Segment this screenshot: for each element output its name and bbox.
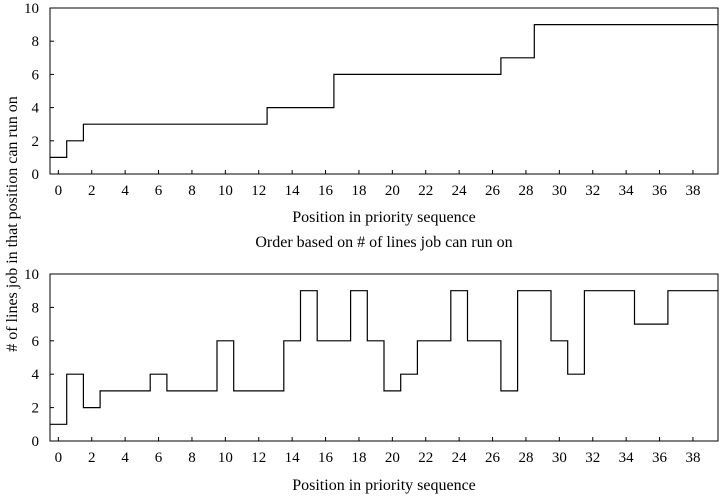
y-axis-label: # of lines job in that position can run … (4, 96, 21, 352)
x-tick-label: 38 (685, 450, 700, 466)
y-tick-label: 0 (32, 167, 40, 183)
y-tick-label: 8 (32, 300, 40, 316)
x-tick-label: 22 (418, 450, 433, 466)
x-tick-label: 14 (285, 183, 301, 199)
y-tick-label: 8 (32, 34, 40, 50)
x-tick-label: 18 (351, 183, 366, 199)
bottom-chart-title: Order based on # of lines job can run on (255, 234, 512, 251)
x-tick-label: 8 (188, 183, 196, 199)
x-tick-label: 24 (452, 450, 468, 466)
x-tick-label: 18 (351, 450, 366, 466)
top-step-series (50, 24, 718, 158)
x-tick-label: 2 (88, 183, 96, 199)
x-tick-label: 32 (585, 450, 600, 466)
top-chart-panel: 0 2 4 6 8 10 12 14 16 18 20 22 24 26 28 30 32 34 36 3802468… (24, 1, 719, 226)
plot-frame (49, 7, 719, 175)
x-tick-label: 34 (619, 183, 635, 199)
bottom-step-series (50, 290, 718, 425)
x-tick-label: 6 (155, 183, 163, 199)
x-axis-label: Position in priority sequence (292, 477, 476, 494)
y-tick-label: 0 (32, 434, 40, 450)
x-tick-label: 6 (155, 450, 163, 466)
x-tick-label: 16 (318, 450, 334, 466)
x-tick-label: 28 (518, 450, 533, 466)
plot-frame (49, 273, 719, 442)
x-tick-label: 12 (251, 450, 266, 466)
x-axis-label: Position in priority sequence (292, 209, 476, 226)
x-tick-label: 12 (251, 183, 266, 199)
x-tick-label: 14 (285, 450, 301, 466)
y-tick-label: 2 (32, 401, 40, 417)
x-tick-label: 10 (218, 450, 233, 466)
x-tick-label: 16 (318, 183, 334, 199)
x-tick-label: 0 (55, 450, 63, 466)
x-tick-label: 36 (652, 183, 668, 199)
x-tick-label: 36 (652, 450, 668, 466)
x-tick-label: 0 (55, 183, 63, 199)
y-tick-label: 6 (32, 67, 40, 83)
y-tick-label: 2 (32, 134, 40, 150)
x-tick-label: 22 (418, 183, 433, 199)
x-tick-label: 26 (485, 450, 501, 466)
bottom-chart-panel: 0 2 4 6 8 10 12 14 16 18 20 22 24 26 28 30 32 34 36 3802468… (24, 267, 719, 494)
y-tick-label: 4 (32, 367, 40, 383)
x-tick-label: 32 (585, 183, 600, 199)
x-tick-label: 34 (619, 450, 635, 466)
x-tick-label: 4 (121, 183, 129, 199)
x-tick-label: 2 (88, 450, 96, 466)
x-tick-label: 8 (188, 450, 196, 466)
y-tick-label: 6 (32, 334, 40, 350)
x-tick-label: 4 (121, 450, 129, 466)
x-tick-label: 38 (685, 183, 700, 199)
y-tick-label: 10 (24, 1, 39, 17)
x-tick-label: 30 (552, 183, 567, 199)
y-tick-label: 4 (32, 101, 40, 117)
x-tick-label: 28 (518, 183, 533, 199)
x-tick-label: 24 (452, 183, 468, 199)
x-tick-label: 20 (385, 450, 400, 466)
x-tick-label: 26 (485, 183, 501, 199)
x-tick-label: 20 (385, 183, 400, 199)
y-tick-label: 10 (24, 267, 39, 283)
x-tick-label: 10 (218, 183, 233, 199)
x-tick-label: 30 (552, 450, 567, 466)
